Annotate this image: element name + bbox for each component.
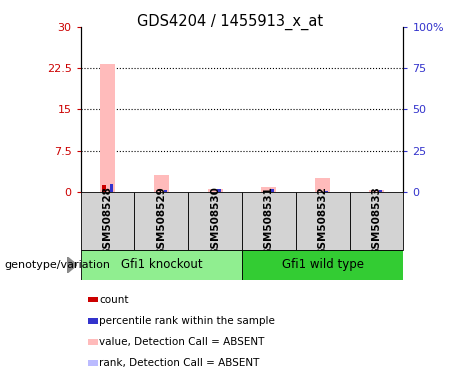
FancyBboxPatch shape xyxy=(81,192,135,250)
Bar xyxy=(261,187,277,192)
Bar xyxy=(325,191,328,192)
Text: count: count xyxy=(99,295,129,305)
FancyBboxPatch shape xyxy=(349,192,403,250)
Text: rank, Detection Call = ABSENT: rank, Detection Call = ABSENT xyxy=(99,358,260,368)
Text: genotype/variation: genotype/variation xyxy=(5,260,111,270)
Bar xyxy=(369,190,384,192)
Bar xyxy=(207,189,223,192)
Text: Gfi1 knockout: Gfi1 knockout xyxy=(120,258,202,271)
Text: GSM508532: GSM508532 xyxy=(318,186,328,256)
FancyBboxPatch shape xyxy=(188,192,242,250)
FancyBboxPatch shape xyxy=(242,192,296,250)
Text: GDS4204 / 1455913_x_at: GDS4204 / 1455913_x_at xyxy=(137,13,324,30)
Bar xyxy=(154,175,169,192)
FancyBboxPatch shape xyxy=(242,250,403,280)
Bar xyxy=(271,189,274,192)
Text: GSM508531: GSM508531 xyxy=(264,186,274,256)
Text: percentile rank within the sample: percentile rank within the sample xyxy=(99,316,275,326)
Text: Gfi1 wild type: Gfi1 wild type xyxy=(282,258,364,271)
FancyBboxPatch shape xyxy=(296,192,349,250)
Bar xyxy=(378,190,382,192)
Bar xyxy=(217,189,220,192)
Bar xyxy=(315,178,330,192)
Text: GSM508529: GSM508529 xyxy=(156,186,166,256)
Bar xyxy=(101,185,106,192)
Text: value, Detection Call = ABSENT: value, Detection Call = ABSENT xyxy=(99,337,265,347)
FancyBboxPatch shape xyxy=(81,250,242,280)
Text: GSM508530: GSM508530 xyxy=(210,186,220,256)
FancyBboxPatch shape xyxy=(135,192,188,250)
Bar xyxy=(164,190,167,192)
Bar xyxy=(110,184,113,192)
Text: GSM508528: GSM508528 xyxy=(102,186,112,256)
Text: GSM508533: GSM508533 xyxy=(372,186,382,256)
Polygon shape xyxy=(67,257,77,273)
Bar xyxy=(100,64,115,192)
